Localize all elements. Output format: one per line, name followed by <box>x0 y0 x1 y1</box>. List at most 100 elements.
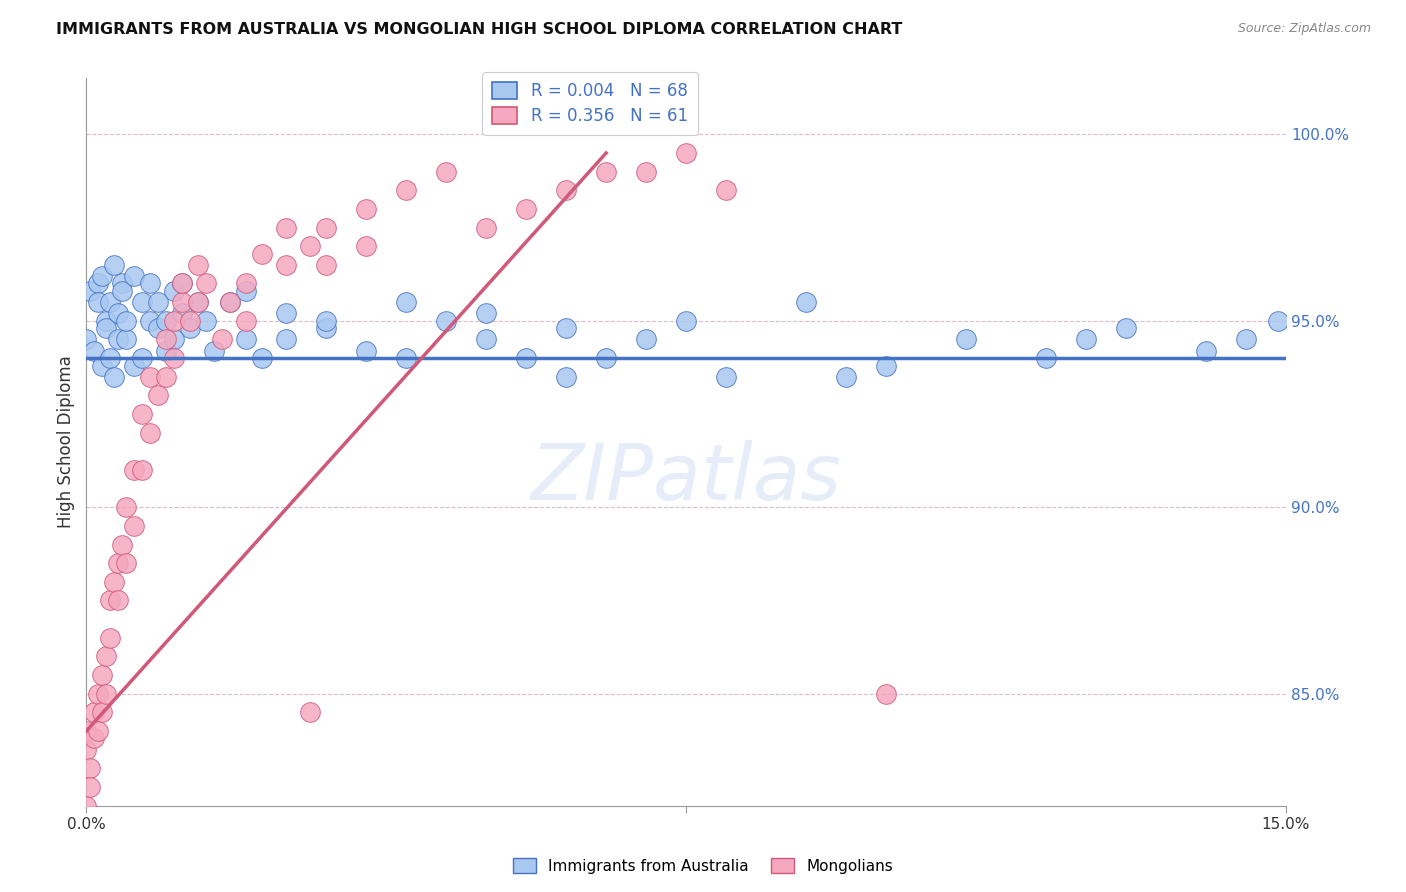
Point <box>163 351 186 365</box>
Point <box>595 164 617 178</box>
Point <box>124 359 146 373</box>
Point <box>1267 314 1289 328</box>
Point <box>107 306 129 320</box>
Point <box>555 321 578 335</box>
Point <box>219 295 242 310</box>
Point <box>179 314 201 328</box>
Point <box>139 314 162 328</box>
Point <box>98 593 121 607</box>
Point <box>211 333 233 347</box>
Point <box>131 351 153 365</box>
Point <box>75 333 97 347</box>
Point <box>111 284 134 298</box>
Point <box>87 277 110 291</box>
Point <box>955 333 977 347</box>
Point <box>103 574 125 589</box>
Point <box>195 314 218 328</box>
Point <box>75 724 97 739</box>
Point <box>139 425 162 440</box>
Point <box>172 277 194 291</box>
Point <box>96 321 118 335</box>
Point <box>276 258 298 272</box>
Point <box>131 463 153 477</box>
Point <box>475 306 498 320</box>
Y-axis label: High School Diploma: High School Diploma <box>58 356 75 528</box>
Point <box>163 284 186 298</box>
Point <box>87 295 110 310</box>
Point <box>131 407 153 421</box>
Text: ZIPatlas: ZIPatlas <box>530 441 842 516</box>
Point <box>91 268 114 283</box>
Text: Source: ZipAtlas.com: Source: ZipAtlas.com <box>1237 22 1371 36</box>
Point <box>124 268 146 283</box>
Legend: R = 0.004   N = 68, R = 0.356   N = 61: R = 0.004 N = 68, R = 0.356 N = 61 <box>482 72 697 136</box>
Point <box>276 306 298 320</box>
Point <box>395 183 418 197</box>
Point <box>148 321 170 335</box>
Point <box>103 369 125 384</box>
Point <box>75 798 97 813</box>
Point <box>111 537 134 551</box>
Point <box>636 333 658 347</box>
Point <box>91 706 114 720</box>
Point <box>115 314 138 328</box>
Point <box>103 258 125 272</box>
Point <box>675 145 697 160</box>
Point <box>354 343 377 358</box>
Point <box>395 295 418 310</box>
Point <box>315 258 337 272</box>
Point <box>98 295 121 310</box>
Point <box>115 556 138 570</box>
Point <box>163 314 186 328</box>
Point <box>91 359 114 373</box>
Point <box>276 220 298 235</box>
Point <box>714 369 737 384</box>
Point <box>794 295 817 310</box>
Point <box>155 369 177 384</box>
Point <box>115 500 138 515</box>
Point <box>675 314 697 328</box>
Point <box>299 239 322 253</box>
Point <box>202 343 225 358</box>
Point <box>98 351 121 365</box>
Point <box>875 359 897 373</box>
Point <box>1035 351 1057 365</box>
Point <box>354 202 377 216</box>
Point <box>475 220 498 235</box>
Point <box>172 295 194 310</box>
Point <box>111 277 134 291</box>
Point <box>179 321 201 335</box>
Point <box>155 343 177 358</box>
Point <box>875 687 897 701</box>
Point <box>434 164 457 178</box>
Point <box>155 314 177 328</box>
Point <box>1195 343 1218 358</box>
Point <box>155 333 177 347</box>
Point <box>235 284 257 298</box>
Point <box>107 333 129 347</box>
Point <box>107 593 129 607</box>
Point <box>172 277 194 291</box>
Point <box>96 687 118 701</box>
Point <box>163 333 186 347</box>
Point <box>276 333 298 347</box>
Point <box>187 295 209 310</box>
Point <box>87 687 110 701</box>
Point <box>139 277 162 291</box>
Point <box>124 519 146 533</box>
Point <box>98 631 121 645</box>
Point <box>148 388 170 402</box>
Point <box>187 258 209 272</box>
Point <box>835 369 858 384</box>
Point <box>87 724 110 739</box>
Point <box>252 246 274 260</box>
Point <box>235 314 257 328</box>
Point <box>354 239 377 253</box>
Point <box>315 321 337 335</box>
Point <box>107 556 129 570</box>
Legend: Immigrants from Australia, Mongolians: Immigrants from Australia, Mongolians <box>506 852 900 880</box>
Point <box>395 351 418 365</box>
Point <box>79 761 101 775</box>
Point <box>595 351 617 365</box>
Point <box>83 731 105 746</box>
